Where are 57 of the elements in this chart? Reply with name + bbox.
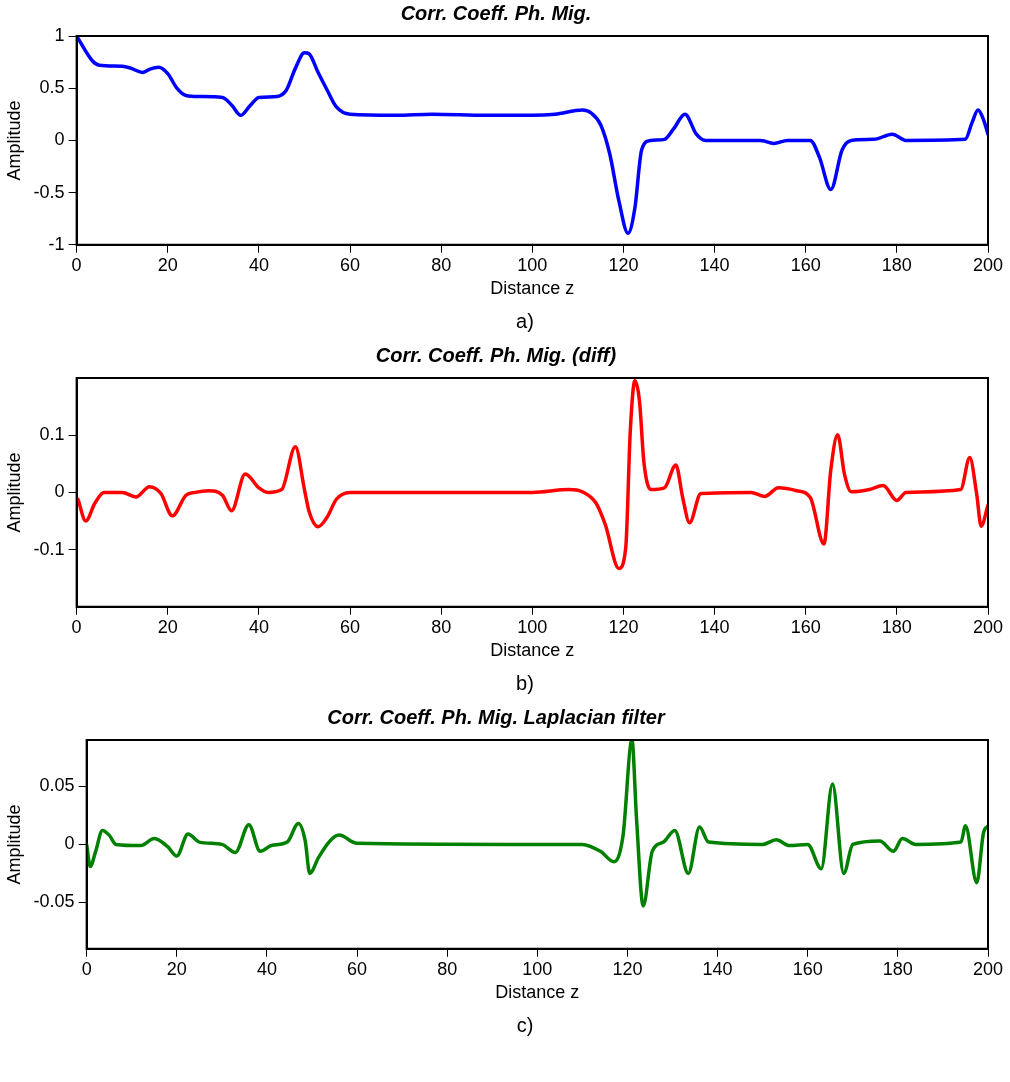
x-tick-label: 140 xyxy=(699,616,730,637)
y-axis-title: Amplitude xyxy=(3,100,24,181)
x-tick-label: 160 xyxy=(790,616,821,637)
chart-title: Corr. Coeff. Ph. Mig. Laplacian filter xyxy=(327,705,666,728)
x-tick-label: 80 xyxy=(431,616,452,637)
x-tick-label: 140 xyxy=(699,254,730,275)
x-tick-label: 120 xyxy=(608,616,639,637)
x-tick-label: 80 xyxy=(437,958,458,979)
text: a) xyxy=(515,309,535,334)
x-tick-label: 180 xyxy=(881,616,912,637)
y-tick-label: 0.5 xyxy=(39,77,65,98)
x-tick-label: 180 xyxy=(882,958,913,979)
line-series xyxy=(76,379,988,571)
y-tick-label: -1 xyxy=(48,233,65,254)
y-tick-label: -0.05 xyxy=(33,891,75,912)
x-tick-label: 60 xyxy=(340,254,361,275)
x-tick-label: 100 xyxy=(517,254,548,275)
y-tick-label: -0.1 xyxy=(33,538,65,559)
text: c) xyxy=(515,1013,535,1038)
x-tick-label: 200 xyxy=(972,254,1004,275)
y-tick-label: 0 xyxy=(54,129,65,150)
x-tick-label: 20 xyxy=(157,254,178,275)
x-tick-label: 120 xyxy=(608,254,639,275)
x-tick-label: 20 xyxy=(166,958,187,979)
x-tick-label: 100 xyxy=(522,958,553,979)
chart-title: Corr. Coeff. Ph. Mig. xyxy=(400,1,592,24)
x-tick-label: 40 xyxy=(248,254,269,275)
x-tick-label: 100 xyxy=(517,616,548,637)
x-tick-label: 0 xyxy=(81,958,92,979)
line-series xyxy=(76,36,988,236)
x-axis-title: Distance z xyxy=(490,640,575,661)
y-tick-label: 0 xyxy=(64,833,75,854)
x-tick-label: 140 xyxy=(702,958,733,979)
x-tick-label: 160 xyxy=(790,254,821,275)
x-tick-label: 200 xyxy=(972,616,1004,637)
y-tick-label: -0.5 xyxy=(33,181,65,202)
chart-title: Corr. Coeff. Ph. Mig. (diff) xyxy=(375,343,617,366)
y-axis-title: Amplitude xyxy=(3,804,24,885)
x-tick-label: 80 xyxy=(431,254,452,275)
x-tick-label: 120 xyxy=(612,958,643,979)
y-tick-label: 0.1 xyxy=(39,424,65,445)
x-tick-label: 200 xyxy=(972,958,1004,979)
x-tick-label: 40 xyxy=(256,958,277,979)
x-tick-label: 60 xyxy=(347,958,368,979)
y-axis-title: Amplitude xyxy=(3,452,24,533)
x-tick-label: 60 xyxy=(340,616,361,637)
line-series xyxy=(86,740,988,908)
y-tick-label: 0.05 xyxy=(39,775,75,796)
x-tick-label: 20 xyxy=(157,616,178,637)
y-tick-label: 1 xyxy=(54,24,65,45)
x-axis-title: Distance z xyxy=(490,278,575,299)
x-tick-label: 160 xyxy=(792,958,823,979)
x-tick-label: 180 xyxy=(881,254,912,275)
x-tick-label: 40 xyxy=(248,616,269,637)
x-axis-title: Distance z xyxy=(495,982,580,1003)
y-tick-label: 0 xyxy=(54,481,65,502)
text: b) xyxy=(515,671,535,696)
